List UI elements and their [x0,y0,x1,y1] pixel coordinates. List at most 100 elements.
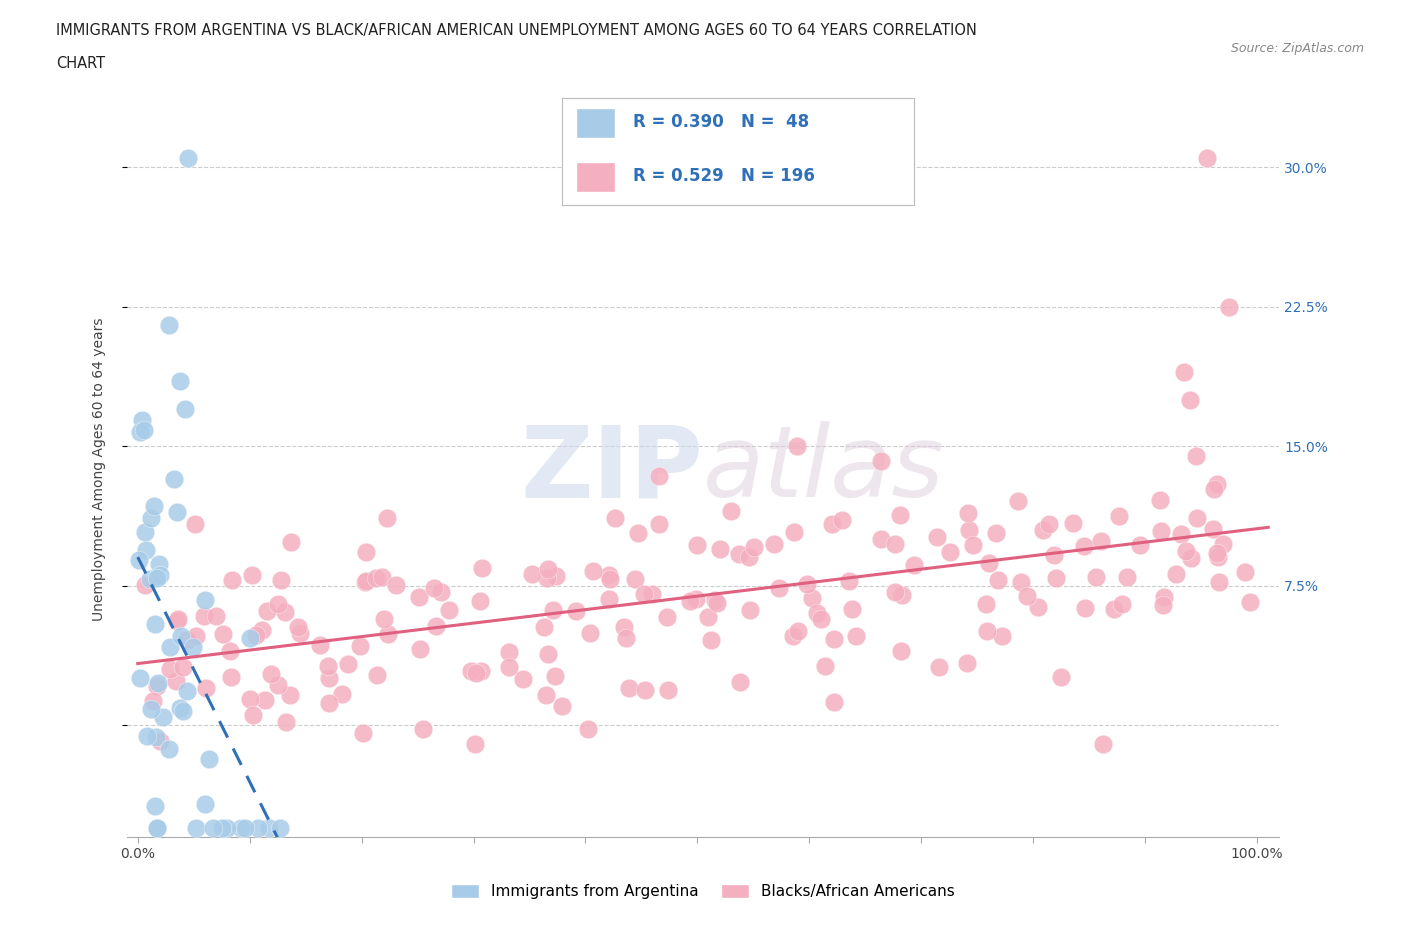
Point [194,592,217,607]
Point [1178,392,1201,407]
Point [838,573,860,588]
Point [157,742,180,757]
Point [1153,590,1175,604]
Point [1108,509,1130,524]
Point [1184,448,1206,463]
Bar [576,162,614,192]
Point [464,737,486,751]
Point [498,644,520,659]
Point [706,595,728,610]
Point [883,585,905,600]
Point [460,663,482,678]
Point [1206,550,1229,565]
Point [1218,299,1240,314]
Point [131,413,153,428]
Point [782,525,804,539]
Point [163,472,186,486]
Point [768,580,790,595]
Point [148,557,170,572]
Point [148,675,170,690]
Point [613,619,636,634]
Point [1091,737,1114,751]
Point [1208,575,1230,590]
Point [890,644,912,658]
Point [728,675,751,690]
Point [194,796,217,811]
Point [823,631,845,646]
Point [1166,566,1188,581]
Point [337,658,360,672]
Point [149,567,172,582]
Point [1205,477,1227,492]
Point [245,628,267,643]
Point [1204,481,1226,496]
Point [276,714,298,729]
Point [1085,569,1108,584]
Point [498,659,520,674]
Point [423,581,446,596]
Point [134,422,156,437]
Point [884,537,907,551]
Point [149,734,172,749]
Point [409,642,432,657]
Point [1062,516,1084,531]
Point [603,511,626,525]
Bar [576,109,614,139]
Point [139,511,162,525]
Point [598,591,620,606]
Text: IMMIGRANTS FROM ARGENTINA VS BLACK/AFRICAN AMERICAN UNEMPLOYMENT AMONG AGES 60 T: IMMIGRANTS FROM ARGENTINA VS BLACK/AFRIC… [56,23,977,38]
Point [1043,548,1066,563]
Point [845,629,868,644]
Point [128,552,150,567]
Point [373,612,395,627]
Point [938,544,960,559]
Text: Source: ZipAtlas.com: Source: ZipAtlas.com [1230,42,1364,55]
Point [1026,599,1049,614]
Point [1049,670,1071,684]
Legend: Immigrants from Argentina, Blacks/African Americans: Immigrants from Argentina, Blacks/Africa… [451,884,955,899]
Point [267,597,290,612]
Y-axis label: Unemployment Among Ages 60 to 64 years: Unemployment Among Ages 60 to 64 years [91,318,105,621]
Point [145,678,167,693]
Point [233,820,256,835]
Point [274,604,297,619]
Point [193,609,215,624]
Point [260,666,283,681]
Point [762,536,785,551]
Point [801,591,824,605]
Point [957,523,980,538]
Point [619,681,641,696]
Point [986,525,1008,540]
Point [624,572,647,587]
Point [239,631,262,645]
Point [1102,602,1125,617]
Point [1185,511,1208,525]
Point [278,687,301,702]
Point [679,593,702,608]
Point [786,439,808,454]
Point [172,704,194,719]
Point [270,572,292,587]
Point [1074,601,1097,616]
Point [889,507,911,522]
Point [142,694,165,709]
Point [782,629,804,644]
Point [544,669,567,684]
Point [977,555,1000,570]
Point [181,640,204,655]
Point [551,698,574,713]
Point [184,820,207,835]
Point [1010,575,1032,590]
Point [814,658,837,673]
Point [579,625,602,640]
Point [371,570,394,585]
Point [1152,597,1174,612]
Point [633,587,655,602]
Point [280,535,302,550]
Point [352,725,374,740]
Text: CHART: CHART [56,56,105,71]
Point [1045,571,1067,586]
Text: R = 0.390   N =  48: R = 0.390 N = 48 [633,113,808,131]
Point [195,680,218,695]
Point [655,610,678,625]
